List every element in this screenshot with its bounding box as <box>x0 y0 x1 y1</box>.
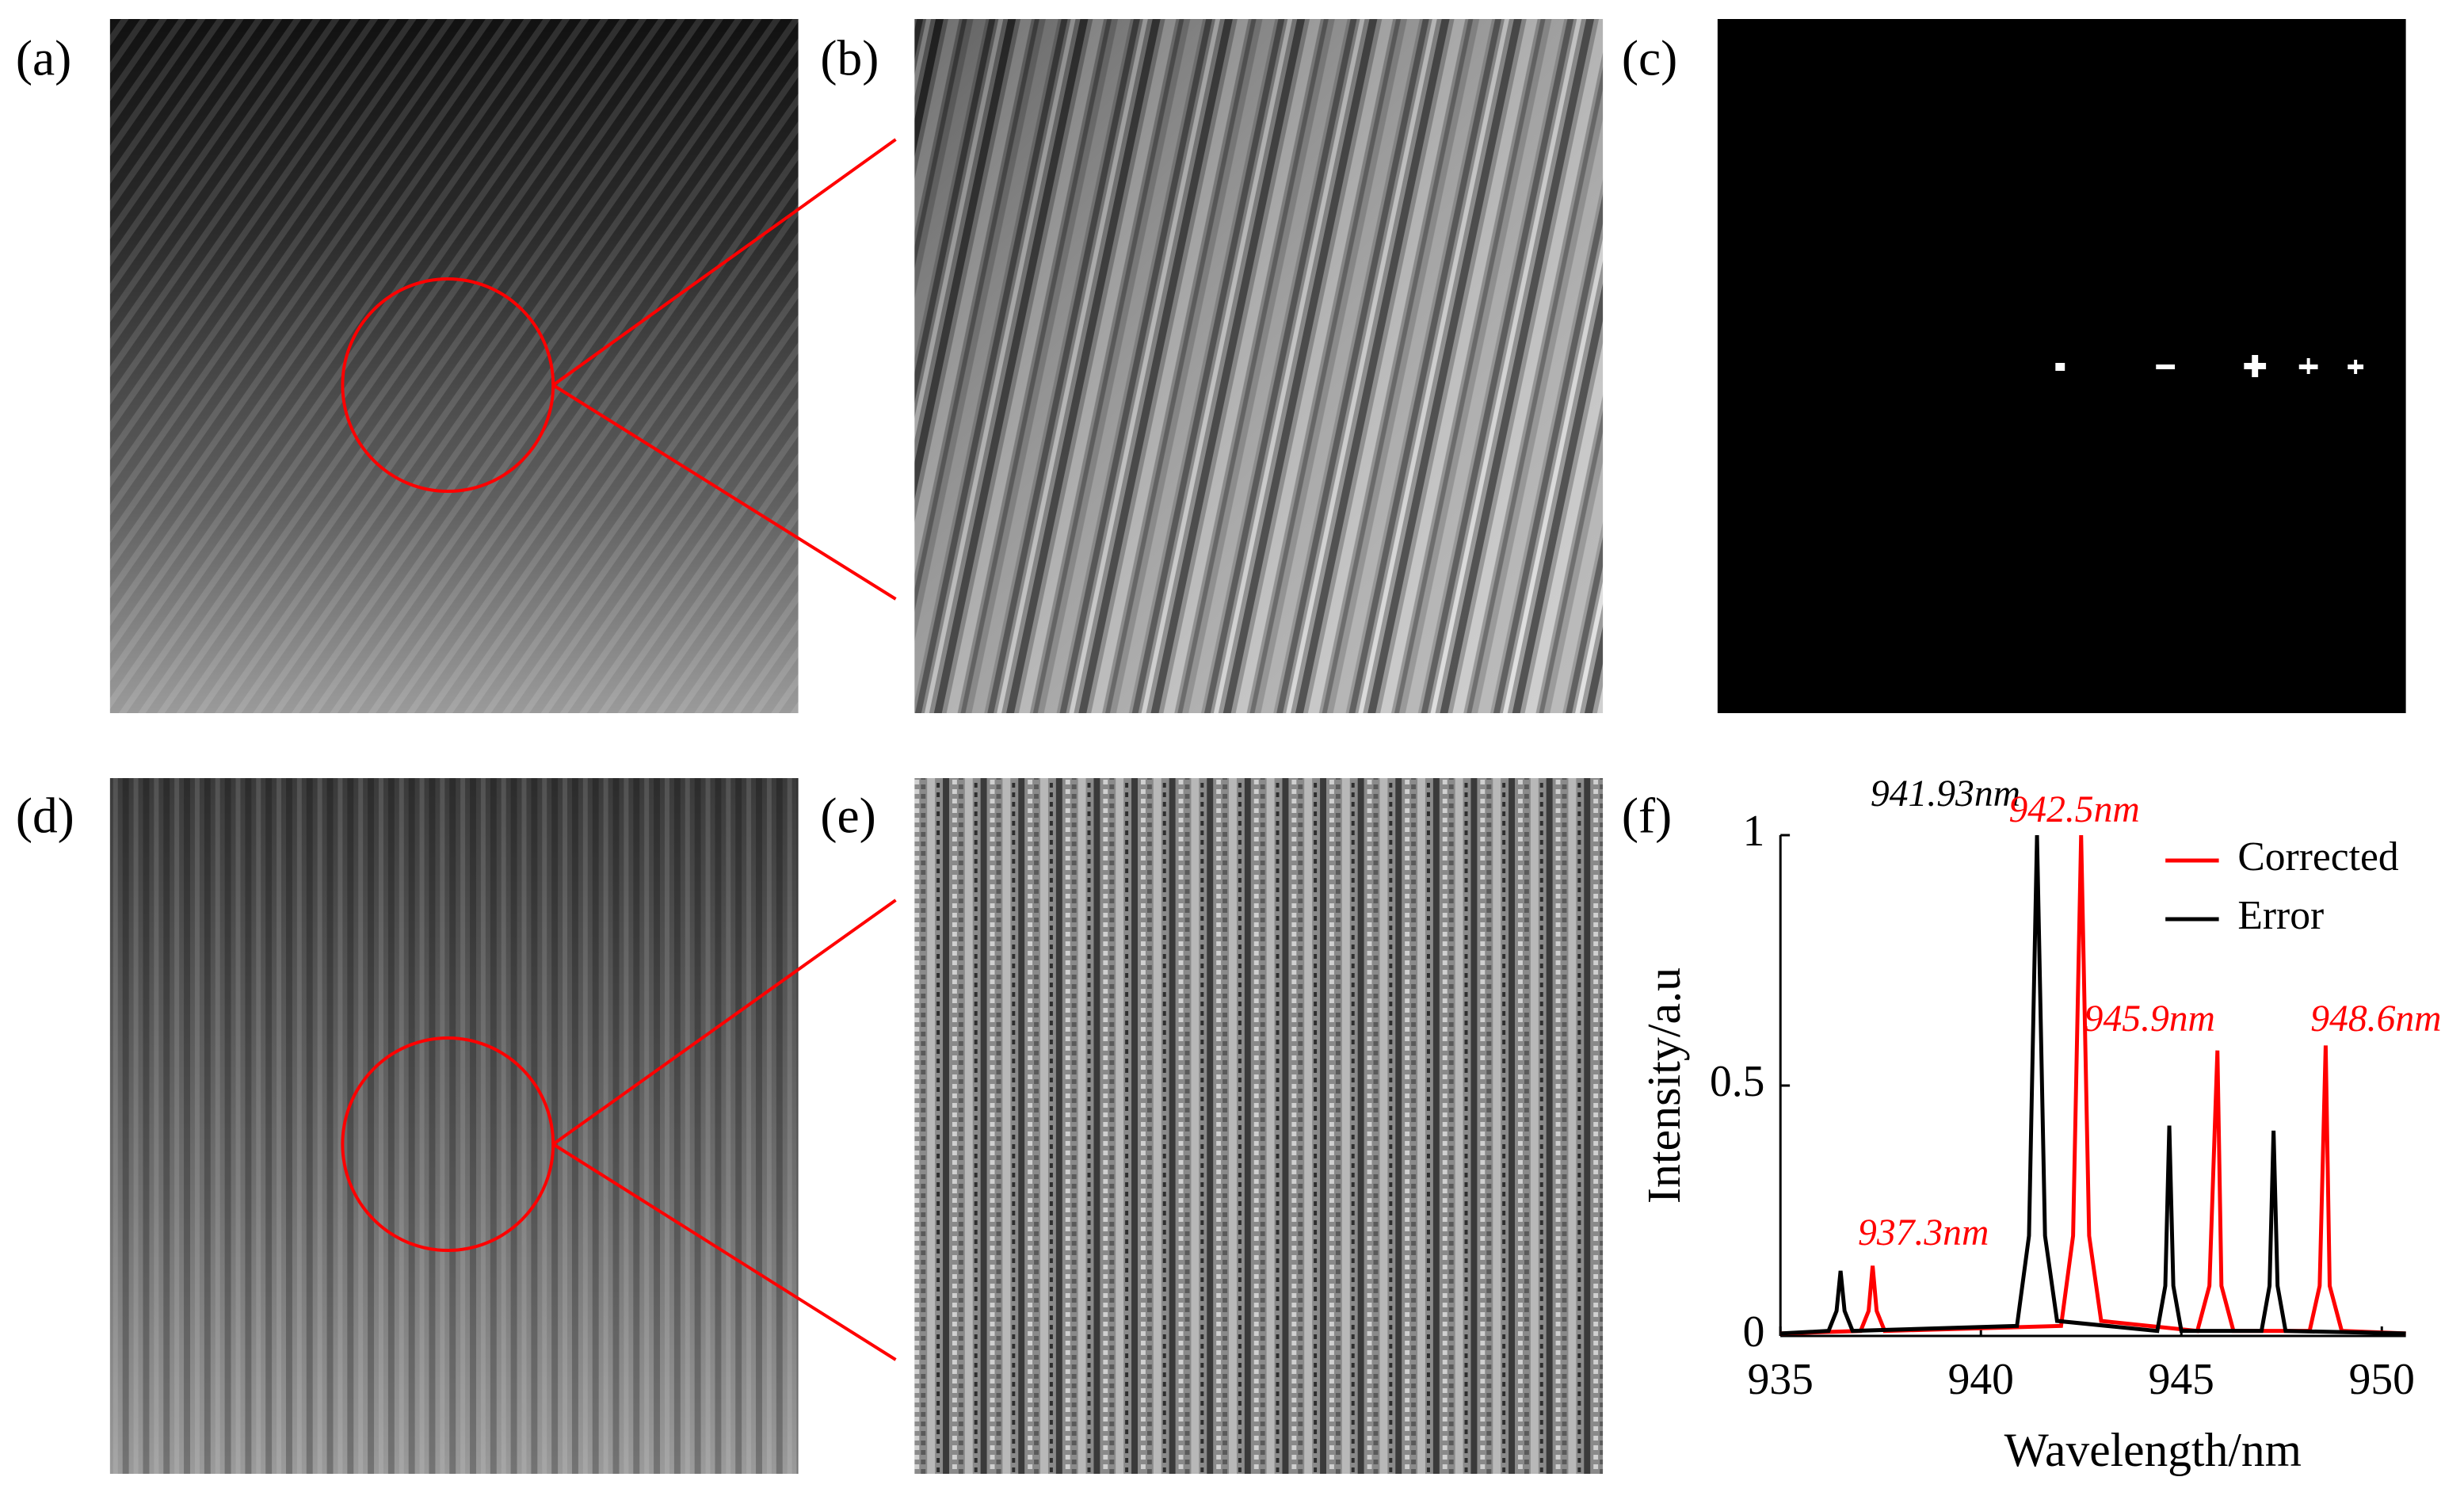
y-axis-label: Intensity/a.u <box>1638 967 1690 1204</box>
y-tick-label: 0 <box>1743 1307 1765 1357</box>
y-tick-label: 0.5 <box>1710 1057 1764 1106</box>
panel-label: (f) <box>1622 787 1672 843</box>
series-line <box>1780 834 2406 1336</box>
x-tick-label: 940 <box>1948 1355 2014 1404</box>
image-b <box>914 19 1604 713</box>
x-tick-label: 945 <box>2149 1355 2214 1404</box>
legend-label: Error <box>2237 893 2324 938</box>
annotation: 941.93nm <box>1871 773 2020 815</box>
y-tick-label: 1 <box>1743 807 1765 856</box>
panel-label: (d) <box>16 787 74 843</box>
panel-label: (c) <box>1622 29 1677 86</box>
x-tick-label: 950 <box>2349 1355 2415 1404</box>
series-line <box>1780 834 2406 1336</box>
panel-label: (e) <box>820 787 875 843</box>
panel-label: (a) <box>16 29 71 86</box>
image-a <box>109 19 897 713</box>
annotation: 937.3nm <box>1858 1212 1989 1254</box>
annotation: 942.5nm <box>2008 788 2139 830</box>
x-tick-label: 935 <box>1748 1355 1814 1404</box>
annotation: 948.6nm <box>2310 998 2441 1040</box>
image-d <box>109 778 897 1474</box>
annotation: 945.9nm <box>2084 998 2215 1040</box>
panel-label: (b) <box>820 29 879 86</box>
image-c <box>1717 19 2406 713</box>
legend-label: Corrected <box>2237 834 2398 880</box>
x-axis-label: Wavelength/nm <box>2004 1424 2302 1476</box>
image-e <box>914 778 1604 1474</box>
